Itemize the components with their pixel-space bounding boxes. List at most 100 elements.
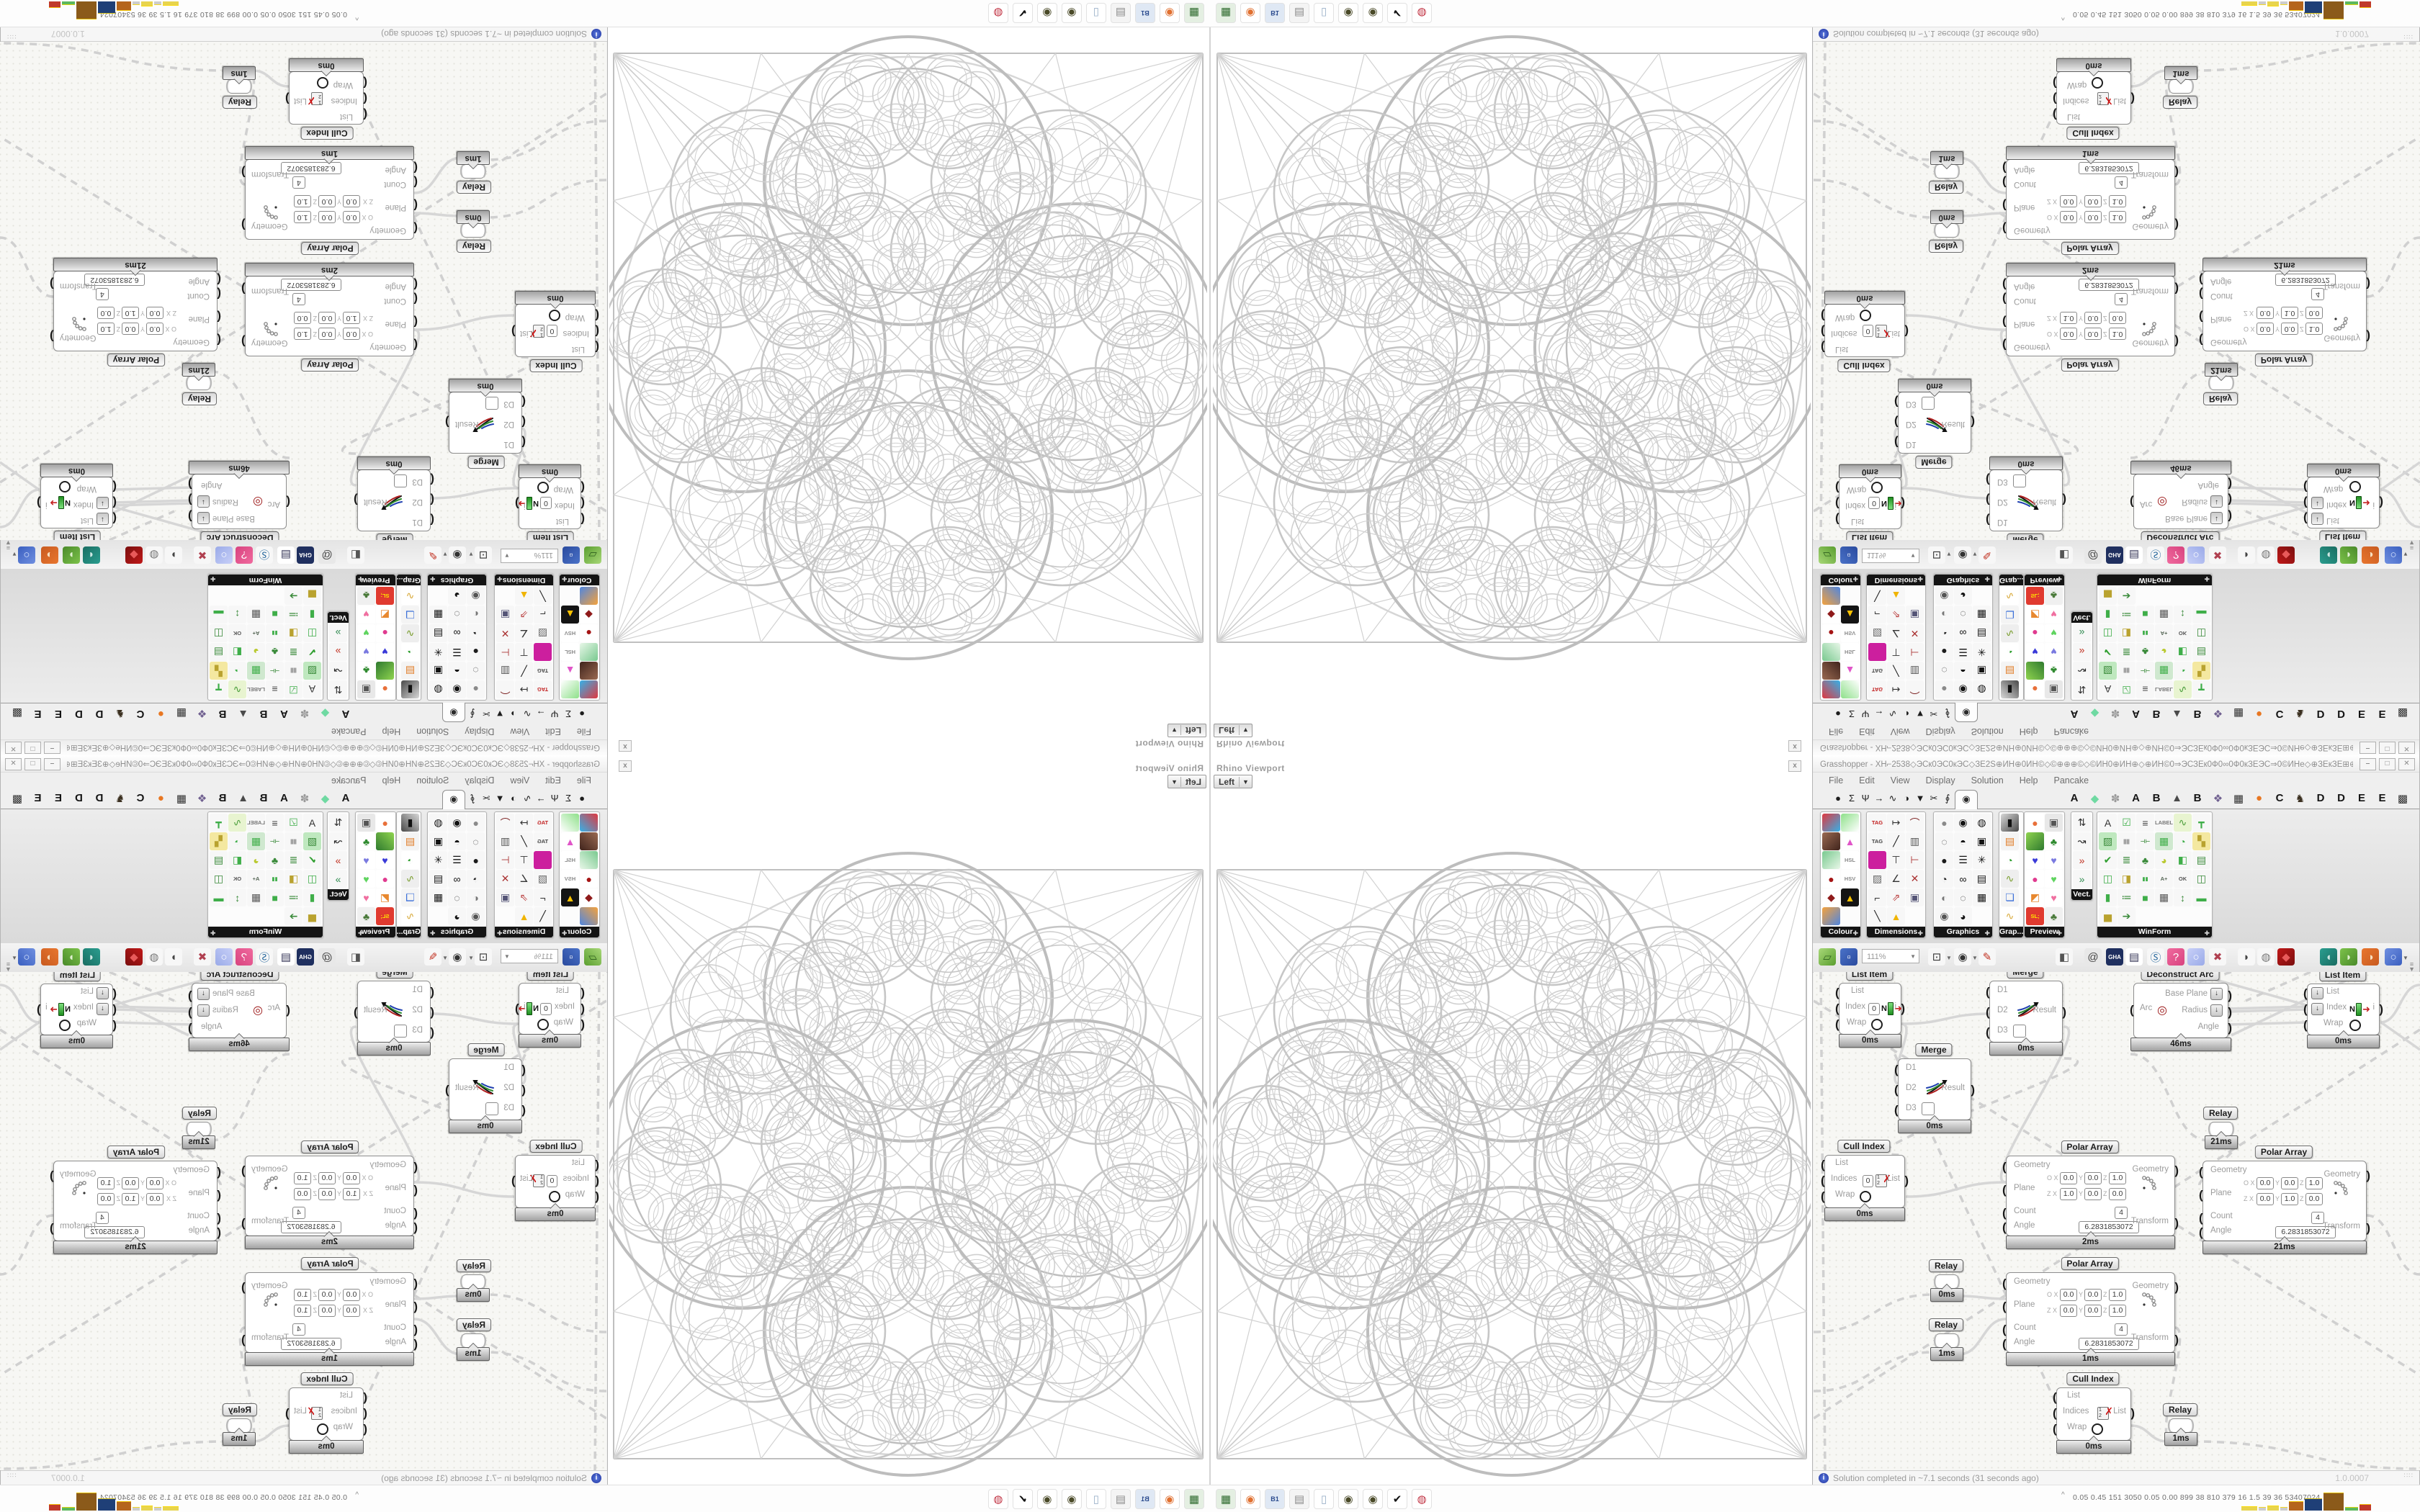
node-socket[interactable]: (: [217, 1225, 221, 1239]
component-icon[interactable]: ∠: [515, 624, 533, 642]
tab-plugin-8[interactable]: ▦: [176, 707, 187, 719]
component-icon[interactable]: ◔: [401, 643, 419, 661]
package-icon[interactable]: ?: [2167, 948, 2184, 966]
node-socket[interactable]: ): [2174, 218, 2179, 232]
tab-plugin-13[interactable]: D: [75, 708, 83, 720]
app-doc-icon[interactable]: ▤: [1289, 3, 1309, 23]
node-socket[interactable]: (: [1986, 985, 1990, 999]
component-icon[interactable]: ▦: [247, 606, 265, 624]
component-icon[interactable]: ||||: [284, 832, 302, 850]
value-box[interactable]: 0.0: [97, 307, 115, 319]
node-socket[interactable]: ): [285, 1406, 290, 1420]
component-icon[interactable]: ◉: [1935, 587, 1953, 605]
component-icon[interactable]: TAG: [534, 814, 552, 832]
value-box[interactable]: [394, 1025, 407, 1038]
menu-item-view[interactable]: View: [510, 775, 530, 786]
palette-panel-label[interactable]: Preview: [2030, 576, 2059, 585]
tab-category-6[interactable]: ▼: [495, 793, 505, 804]
zoom-combo[interactable]: 111% ▼: [501, 549, 558, 563]
tab-category-3[interactable]: →: [536, 793, 546, 804]
component-icon[interactable]: ●: [467, 643, 485, 661]
panel-expand-icon[interactable]: ✚: [210, 930, 216, 937]
save-file-icon[interactable]: ▫: [563, 546, 580, 564]
tab-category-2[interactable]: Ψ: [1861, 708, 1870, 719]
component-icon[interactable]: ◔: [2174, 662, 2192, 680]
component-icon[interactable]: ◓: [1954, 832, 1972, 850]
value-box[interactable]: 0.0: [318, 195, 336, 207]
component-icon[interactable]: HSV: [1841, 624, 1859, 642]
teal-pot-icon[interactable]: ◖: [83, 948, 100, 966]
node-socket[interactable]: (: [2053, 92, 2057, 106]
component-icon[interactable]: ◐: [1935, 888, 1953, 906]
chevron-down-icon[interactable]: ▼: [1171, 778, 1178, 786]
component-icon[interactable]: ✳: [1973, 643, 1991, 661]
node-socket[interactable]: ): [37, 496, 41, 510]
component-icon[interactable]: ⇅: [329, 814, 347, 832]
component-icon[interactable]: ⇅: [329, 680, 347, 698]
component-icon[interactable]: [1822, 907, 1840, 925]
component-icon[interactable]: ≔: [2118, 888, 2136, 906]
component-icon[interactable]: ▣: [429, 662, 447, 680]
preview-eye-icon[interactable]: ◉: [1954, 546, 1971, 564]
node-label[interactable]: Polar Array: [2061, 242, 2119, 255]
component-icon[interactable]: [1822, 680, 1840, 698]
gh-node-deconstruct-arc[interactable]: ())) Arc ◎ Base Plane ↓ Radius ↓ Angle: [188, 474, 290, 529]
gha-icon[interactable]: GHA: [297, 948, 314, 966]
node-socket[interactable]: ): [37, 1002, 41, 1016]
node-socket[interactable]: (: [1986, 513, 1990, 527]
app-dark1-icon[interactable]: ◉: [1062, 1489, 1082, 1509]
node-label[interactable]: Relay: [222, 96, 258, 109]
value-box[interactable]: 0.0: [2084, 1305, 2102, 1317]
component-icon[interactable]: ◐: [1935, 606, 1953, 624]
component-icon[interactable]: ◉: [1935, 907, 1953, 925]
tab-plugin-2[interactable]: ✽: [2110, 707, 2120, 719]
node-socket[interactable]: (: [2303, 496, 2308, 510]
zoom-combo[interactable]: 111% ▼: [1862, 549, 1919, 563]
component-icon[interactable]: [561, 680, 579, 698]
component-icon[interactable]: ◫: [210, 624, 228, 642]
zoom-extents-icon[interactable]: ⊡: [475, 948, 492, 966]
node-socket[interactable]: (: [1894, 395, 1899, 409]
value-box[interactable]: 0.0: [318, 1289, 336, 1301]
component-icon[interactable]: ▮: [303, 888, 321, 906]
node-label[interactable]: Polar Array: [2061, 1140, 2119, 1153]
value-box[interactable]: 0: [1863, 325, 1873, 337]
menu-item-help[interactable]: Help: [2019, 726, 2038, 737]
value-box[interactable]: 0: [540, 1003, 552, 1015]
component-icon[interactable]: ✕: [1906, 870, 1924, 888]
component-icon[interactable]: ▨: [534, 624, 552, 642]
component-icon[interactable]: ▤: [2192, 643, 2210, 661]
gh-node-cull-index[interactable]: ((() List Indices 1 2 ✗ List Wrap: [285, 71, 367, 125]
panel-expand-icon[interactable]: ✚: [2056, 930, 2062, 937]
resize-grip-icon[interactable]: ∷∷: [2403, 1472, 2414, 1479]
blue-ball-icon[interactable]: ○: [18, 948, 35, 966]
green-pot-icon[interactable]: ◗: [2340, 546, 2357, 564]
node-socket[interactable]: (: [363, 108, 367, 122]
component-icon[interactable]: ∞: [448, 870, 466, 888]
component-icon[interactable]: ■: [2136, 888, 2154, 906]
component-icon[interactable]: ▥: [1906, 832, 1924, 850]
component-icon[interactable]: TAG: [1868, 814, 1886, 832]
gh-node-cull-index[interactable]: ((() List Indices 1 2 ✗ List Wrap: [285, 1387, 367, 1441]
component-icon[interactable]: ☑: [284, 814, 302, 832]
cookie2-icon[interactable]: ◍: [2257, 948, 2275, 966]
app-orange-icon[interactable]: ◉: [1240, 1489, 1260, 1509]
component-icon[interactable]: ▣: [357, 680, 375, 698]
value-box[interactable]: 1.0: [2305, 323, 2323, 335]
node-label[interactable]: Merge: [2007, 534, 2044, 540]
component-icon[interactable]: ♥: [357, 606, 375, 624]
node-socket[interactable]: ): [241, 335, 246, 348]
node-socket[interactable]: ): [2228, 1005, 2232, 1019]
component-icon[interactable]: ◌: [448, 888, 466, 906]
canvas-scroll-icon[interactable]: ≡ ▼: [5, 960, 12, 973]
component-icon[interactable]: ▤: [429, 624, 447, 642]
value-box[interactable]: 4: [292, 1207, 305, 1219]
value-box[interactable]: 1.0: [2109, 211, 2126, 223]
node-label[interactable]: Merge: [467, 1043, 505, 1056]
app-notepad-icon[interactable]: ▯: [1314, 1489, 1334, 1509]
palette-panel-label[interactable]: Preview: [361, 576, 390, 585]
node-socket[interactable]: (: [595, 309, 599, 323]
expression-button[interactable]: ↓: [2210, 512, 2223, 524]
value-box[interactable]: 6.2831853072: [281, 1221, 341, 1233]
chevron-down-icon[interactable]: ▼: [442, 551, 448, 557]
